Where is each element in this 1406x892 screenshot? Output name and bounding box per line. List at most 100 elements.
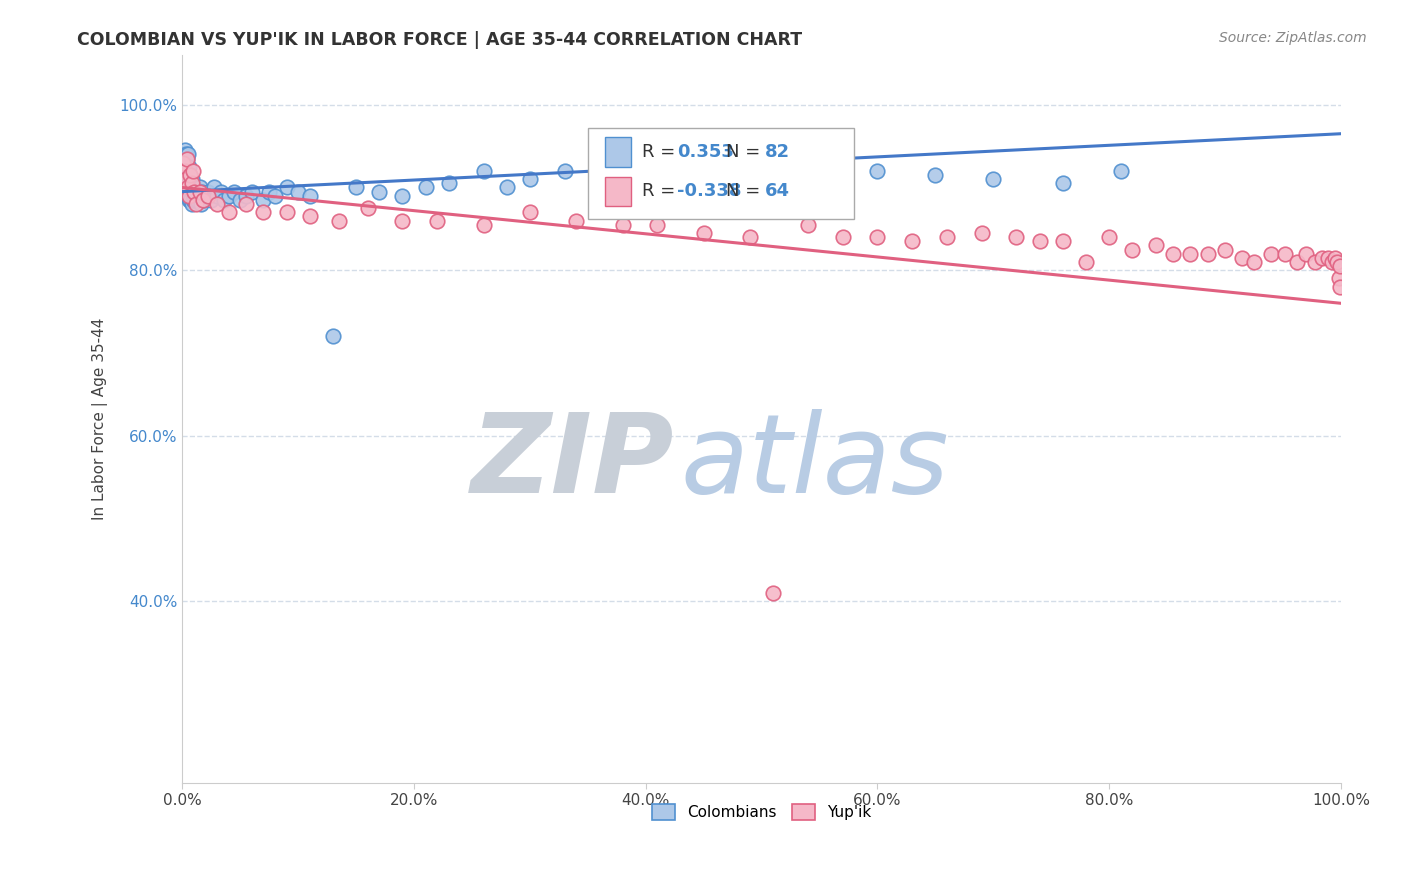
Text: N =: N = [725, 143, 766, 161]
Point [177, 188, 200, 202]
Point [1028, 234, 1050, 248]
Point [415, 180, 437, 194]
Point [1197, 246, 1219, 260]
Point [179, 180, 201, 194]
Point [174, 180, 197, 194]
Point [328, 213, 350, 227]
Point [240, 185, 263, 199]
Point [235, 197, 257, 211]
Point [831, 230, 853, 244]
Point [179, 188, 201, 202]
Point [519, 172, 541, 186]
Point [179, 160, 201, 174]
Point [179, 193, 201, 207]
Point [612, 218, 634, 232]
Point [808, 180, 831, 194]
Point [176, 152, 198, 166]
Point [738, 230, 761, 244]
Point [565, 213, 588, 227]
Text: N =: N = [725, 182, 766, 201]
Point [194, 188, 217, 202]
Text: atlas: atlas [681, 409, 949, 516]
Point [426, 213, 449, 227]
Point [970, 226, 993, 240]
Text: 0.353: 0.353 [678, 143, 734, 161]
Point [1098, 230, 1121, 244]
Point [202, 180, 225, 194]
Point [357, 201, 380, 215]
Point [495, 180, 517, 194]
Point [218, 188, 240, 202]
Point [190, 197, 212, 211]
Text: ZIP: ZIP [471, 409, 675, 516]
Point [218, 205, 240, 219]
Text: -0.338: -0.338 [678, 182, 741, 201]
Point [177, 168, 200, 182]
Point [1329, 279, 1351, 293]
Point [176, 152, 198, 166]
Point [1285, 255, 1308, 269]
Point [751, 168, 773, 182]
Point [197, 188, 219, 202]
Point [257, 185, 280, 199]
Point [797, 218, 820, 232]
Point [197, 185, 219, 199]
Text: R =: R = [643, 143, 682, 161]
Point [172, 164, 194, 178]
Point [762, 586, 785, 600]
Point [1052, 177, 1074, 191]
Point [173, 152, 195, 166]
Point [177, 180, 200, 194]
Point [1074, 255, 1097, 269]
Bar [605, 137, 631, 167]
Point [936, 230, 959, 244]
Point [191, 185, 214, 199]
Point [298, 188, 321, 202]
Point [1180, 246, 1202, 260]
Point [1144, 238, 1167, 252]
Point [174, 155, 197, 169]
Point [264, 188, 287, 202]
Point [173, 143, 195, 157]
Point [981, 172, 1004, 186]
Point [173, 172, 195, 186]
Point [252, 205, 274, 219]
Point [554, 164, 576, 178]
Point [177, 160, 200, 174]
Point [183, 185, 205, 199]
Point [205, 188, 228, 202]
Point [623, 164, 645, 178]
Point [181, 180, 204, 194]
Point [174, 164, 197, 178]
Point [173, 164, 195, 178]
Point [183, 180, 205, 194]
Point [177, 180, 200, 194]
Point [1109, 164, 1132, 178]
Point [180, 177, 202, 191]
Text: 82: 82 [765, 143, 790, 161]
Point [1305, 255, 1327, 269]
Point [180, 197, 202, 211]
Y-axis label: In Labor Force | Age 35-44: In Labor Force | Age 35-44 [93, 318, 108, 520]
Point [1295, 246, 1317, 260]
Text: R =: R = [643, 182, 682, 201]
Point [179, 172, 201, 186]
Point [191, 193, 214, 207]
Point [1329, 259, 1351, 273]
Point [179, 185, 201, 199]
Point [368, 185, 391, 199]
Legend: Colombians, Yup'ik: Colombians, Yup'ik [645, 798, 877, 826]
Point [588, 172, 610, 186]
Point [866, 230, 889, 244]
Point [1052, 234, 1074, 248]
Point [181, 164, 204, 178]
Point [200, 193, 222, 207]
Point [1327, 271, 1350, 285]
Point [1243, 255, 1265, 269]
Point [183, 193, 205, 207]
Point [437, 177, 460, 191]
Point [224, 185, 246, 199]
Point [184, 188, 207, 202]
Point [1213, 243, 1236, 257]
Point [191, 193, 214, 207]
